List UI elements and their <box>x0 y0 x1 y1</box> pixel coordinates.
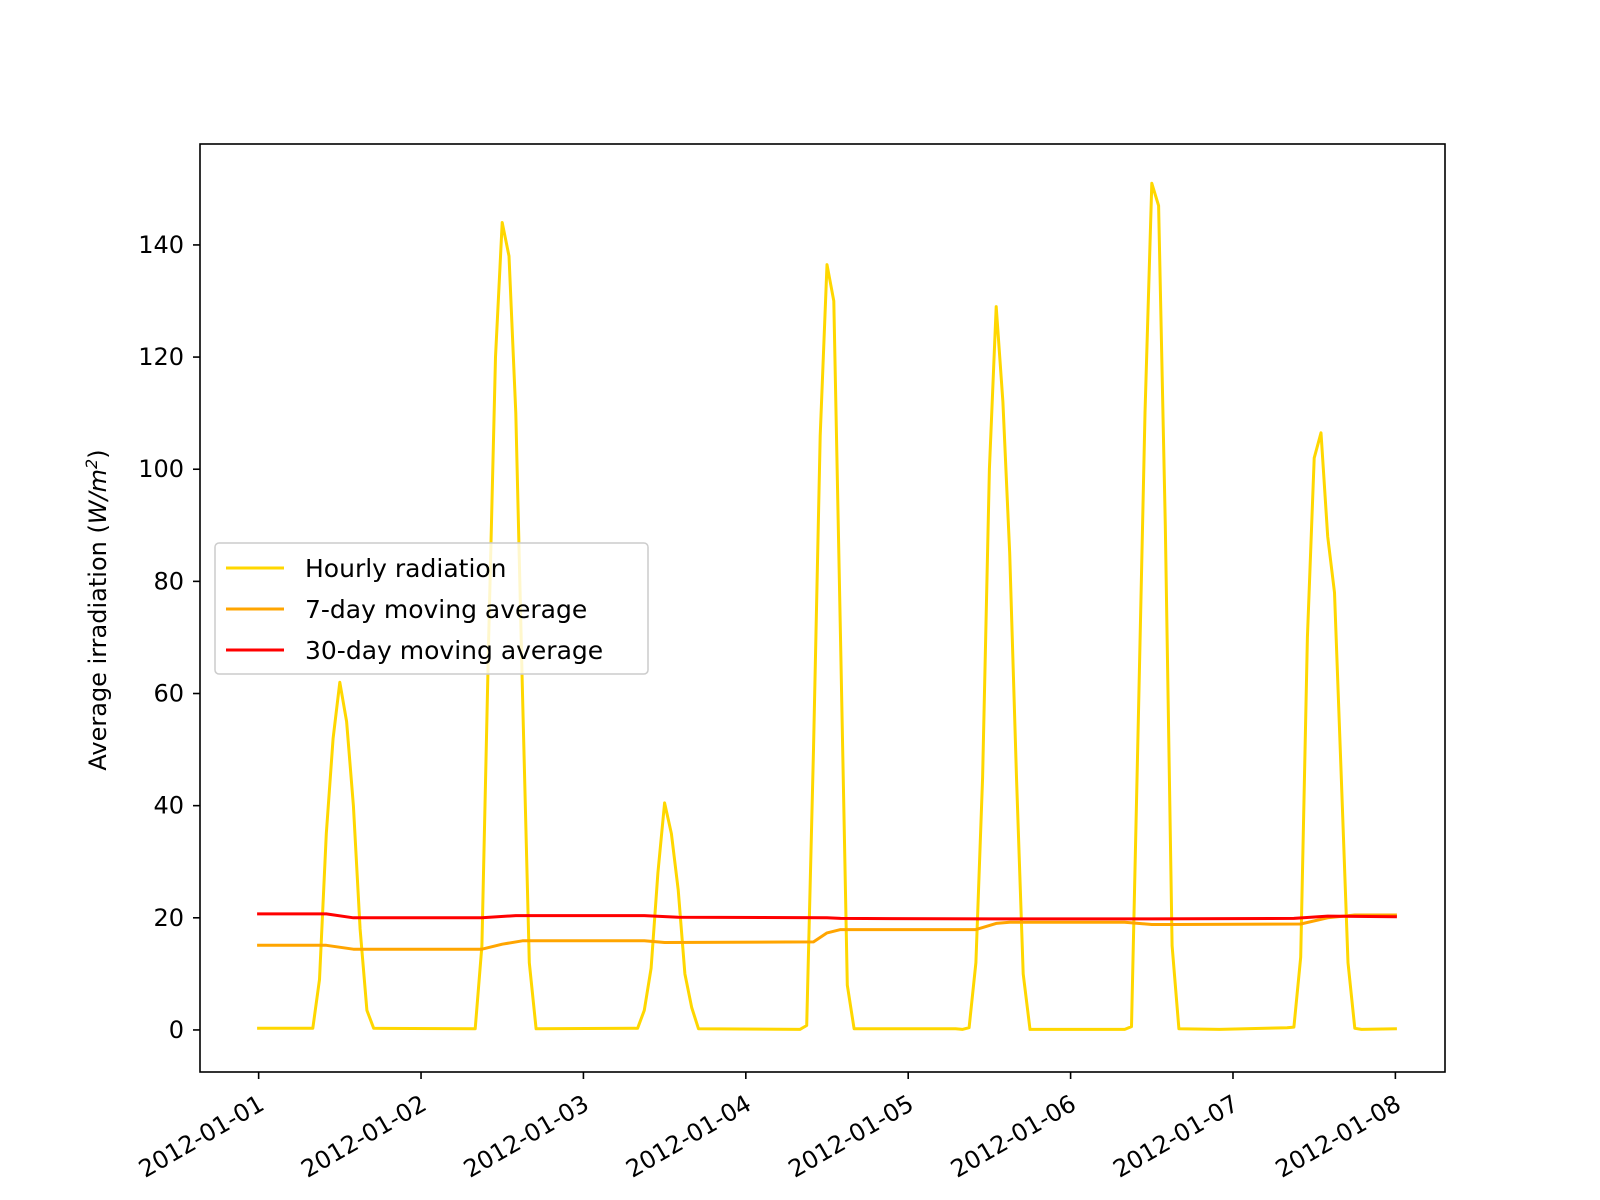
legend-label: 30-day moving average <box>305 636 603 665</box>
legend-label: 7-day moving average <box>305 595 587 624</box>
y-tick-label: 60 <box>153 680 184 708</box>
y-tick-label: 120 <box>138 343 184 371</box>
series-line-3 <box>257 912 1397 921</box>
y-axis-label-unit: W/m <box>84 469 112 524</box>
y-axis-label-exponent: 2 <box>82 459 101 469</box>
y-tick-label: 80 <box>153 567 184 595</box>
y-axis-label-prefix: Average irradiation ( <box>84 524 112 770</box>
legend-label: Hourly radiation <box>305 554 507 583</box>
y-axis: 0 20 40 60 80 100 120 140 <box>138 231 200 1044</box>
series-line-2 <box>257 913 1397 951</box>
y-tick-label: 0 <box>169 1016 184 1044</box>
legend-box <box>214 542 649 675</box>
y-axis-label: Average irradiation (W/m2) <box>82 449 113 770</box>
y-tick-label: 40 <box>153 792 184 820</box>
series-layer <box>257 181 1397 1031</box>
y-axis-label-suffix: ) <box>84 449 112 458</box>
y-tick-label: 100 <box>138 455 184 483</box>
y-tick-label: 140 <box>138 231 184 259</box>
series-line-1 <box>257 181 1397 1031</box>
plot-area <box>199 143 1446 1073</box>
y-tick-label: 20 <box>153 904 184 932</box>
legend: Hourly radiation 7-day moving average 30-d… <box>214 542 649 675</box>
